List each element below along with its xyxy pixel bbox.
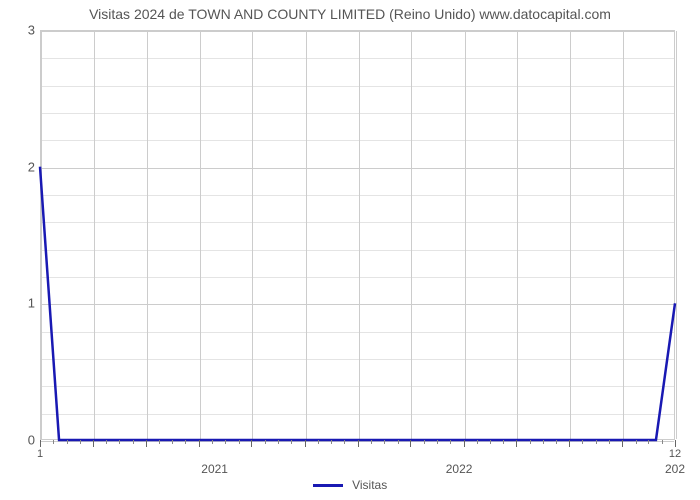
x-tick-major [516, 440, 517, 447]
legend: Visitas [0, 478, 700, 492]
x-label-year: 202 [665, 462, 685, 476]
x-tick-minor [106, 440, 107, 444]
x-label-row1-left: 1 [37, 448, 43, 460]
x-tick-minor [133, 440, 134, 444]
chart-container: Visitas 2024 de TOWN AND COUNTY LIMITED … [0, 0, 700, 500]
x-tick-minor [450, 440, 451, 444]
x-tick-minor [543, 440, 544, 444]
line-series [40, 30, 675, 440]
x-label-year: 2022 [446, 462, 473, 476]
chart-title: Visitas 2024 de TOWN AND COUNTY LIMITED … [0, 6, 700, 22]
y-tick-label: 0 [15, 433, 35, 448]
x-tick-minor [371, 440, 372, 444]
x-tick-minor [596, 440, 597, 444]
legend-line-swatch [313, 484, 343, 487]
legend-label: Visitas [352, 478, 387, 492]
x-tick-minor [185, 440, 186, 444]
x-tick-major [464, 440, 465, 447]
x-tick-minor [278, 440, 279, 444]
x-label-row1-right: 12 [669, 448, 681, 460]
x-tick-minor [172, 440, 173, 444]
x-tick-minor [291, 440, 292, 444]
x-tick-major [251, 440, 252, 447]
x-tick-minor [582, 440, 583, 444]
x-tick-minor [636, 440, 637, 444]
x-tick-major [199, 440, 200, 447]
x-tick-major [675, 440, 676, 447]
x-tick-minor [159, 440, 160, 444]
x-tick-minor [556, 440, 557, 444]
x-tick-minor [424, 440, 425, 444]
x-tick-minor [212, 440, 213, 444]
x-tick-minor [239, 440, 240, 444]
series-polyline [40, 167, 675, 440]
x-tick-minor [331, 440, 332, 444]
x-tick-minor [662, 440, 663, 444]
x-tick-minor [398, 440, 399, 444]
gridline-v-major [676, 31, 677, 439]
x-tick-minor [318, 440, 319, 444]
x-tick-minor [344, 440, 345, 444]
x-tick-minor [490, 440, 491, 444]
x-tick-minor [265, 440, 266, 444]
x-tick-major [622, 440, 623, 447]
x-tick-minor [225, 440, 226, 444]
y-tick-label: 2 [15, 159, 35, 174]
y-tick-label: 1 [15, 296, 35, 311]
x-tick-minor [477, 440, 478, 444]
x-label-year: 2021 [201, 462, 228, 476]
x-tick-minor [609, 440, 610, 444]
x-tick-minor [67, 440, 68, 444]
y-tick-label: 3 [15, 23, 35, 38]
x-tick-minor [437, 440, 438, 444]
x-tick-minor [648, 440, 649, 444]
x-tick-minor [53, 440, 54, 444]
x-tick-major [93, 440, 94, 447]
x-tick-major [358, 440, 359, 447]
x-tick-major [569, 440, 570, 447]
x-tick-minor [530, 440, 531, 444]
x-tick-minor [80, 440, 81, 444]
x-tick-major [40, 440, 41, 447]
x-tick-minor [503, 440, 504, 444]
x-tick-major [146, 440, 147, 447]
x-tick-minor [119, 440, 120, 444]
x-tick-minor [384, 440, 385, 444]
x-tick-major [305, 440, 306, 447]
x-tick-major [410, 440, 411, 447]
